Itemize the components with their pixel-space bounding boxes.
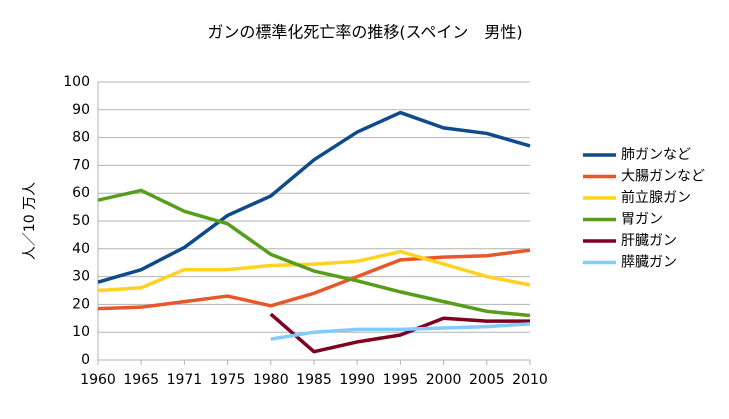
y-tick-label: 30 bbox=[72, 269, 90, 285]
y-tick-label: 100 bbox=[63, 74, 90, 90]
x-tick-label: 1980 bbox=[253, 372, 289, 388]
x-tick-label: 1971 bbox=[167, 372, 203, 388]
legend-label: 肺ガンなど bbox=[621, 147, 691, 163]
x-tick-label: 1965 bbox=[123, 372, 159, 388]
series-line bbox=[97, 188, 531, 318]
x-tick-label: 2000 bbox=[426, 372, 462, 388]
y-tick-label: 0 bbox=[81, 352, 90, 368]
y-tick-label: 70 bbox=[72, 157, 90, 173]
series-line bbox=[269, 312, 530, 354]
legend-label: 胃ガン bbox=[621, 212, 663, 228]
x-tick-label: 1960 bbox=[80, 372, 116, 388]
chart-title: ガンの標準化死亡率の推移(スペイン 男性) bbox=[207, 23, 522, 42]
x-tick-label: 1975 bbox=[210, 372, 246, 388]
series-line bbox=[97, 110, 531, 284]
x-tick-label: 2010 bbox=[512, 372, 548, 388]
series-line bbox=[270, 322, 531, 341]
x-tick-label: 1995 bbox=[383, 372, 419, 388]
y-axis-label: 人／10 万人 bbox=[22, 182, 38, 260]
y-tick-label: 40 bbox=[72, 241, 90, 257]
y-tick-label: 20 bbox=[72, 296, 90, 312]
x-tick-label: 1985 bbox=[296, 372, 332, 388]
x-tick-label: 1990 bbox=[339, 372, 375, 388]
legend-label: 大腸ガンなど bbox=[621, 169, 705, 185]
series-line bbox=[97, 249, 531, 293]
series-line bbox=[97, 248, 531, 311]
y-tick-label: 60 bbox=[72, 185, 90, 201]
legend-label: 肝臓ガン bbox=[621, 233, 677, 249]
y-tick-label: 90 bbox=[72, 102, 90, 118]
y-tick-label: 50 bbox=[72, 213, 90, 229]
y-tick-label: 10 bbox=[72, 324, 90, 340]
legend-label: 膵臓ガン bbox=[621, 255, 677, 271]
legend-label: 前立腺ガン bbox=[621, 189, 691, 206]
y-tick-label: 80 bbox=[72, 130, 90, 146]
x-tick-label: 2005 bbox=[469, 372, 505, 388]
